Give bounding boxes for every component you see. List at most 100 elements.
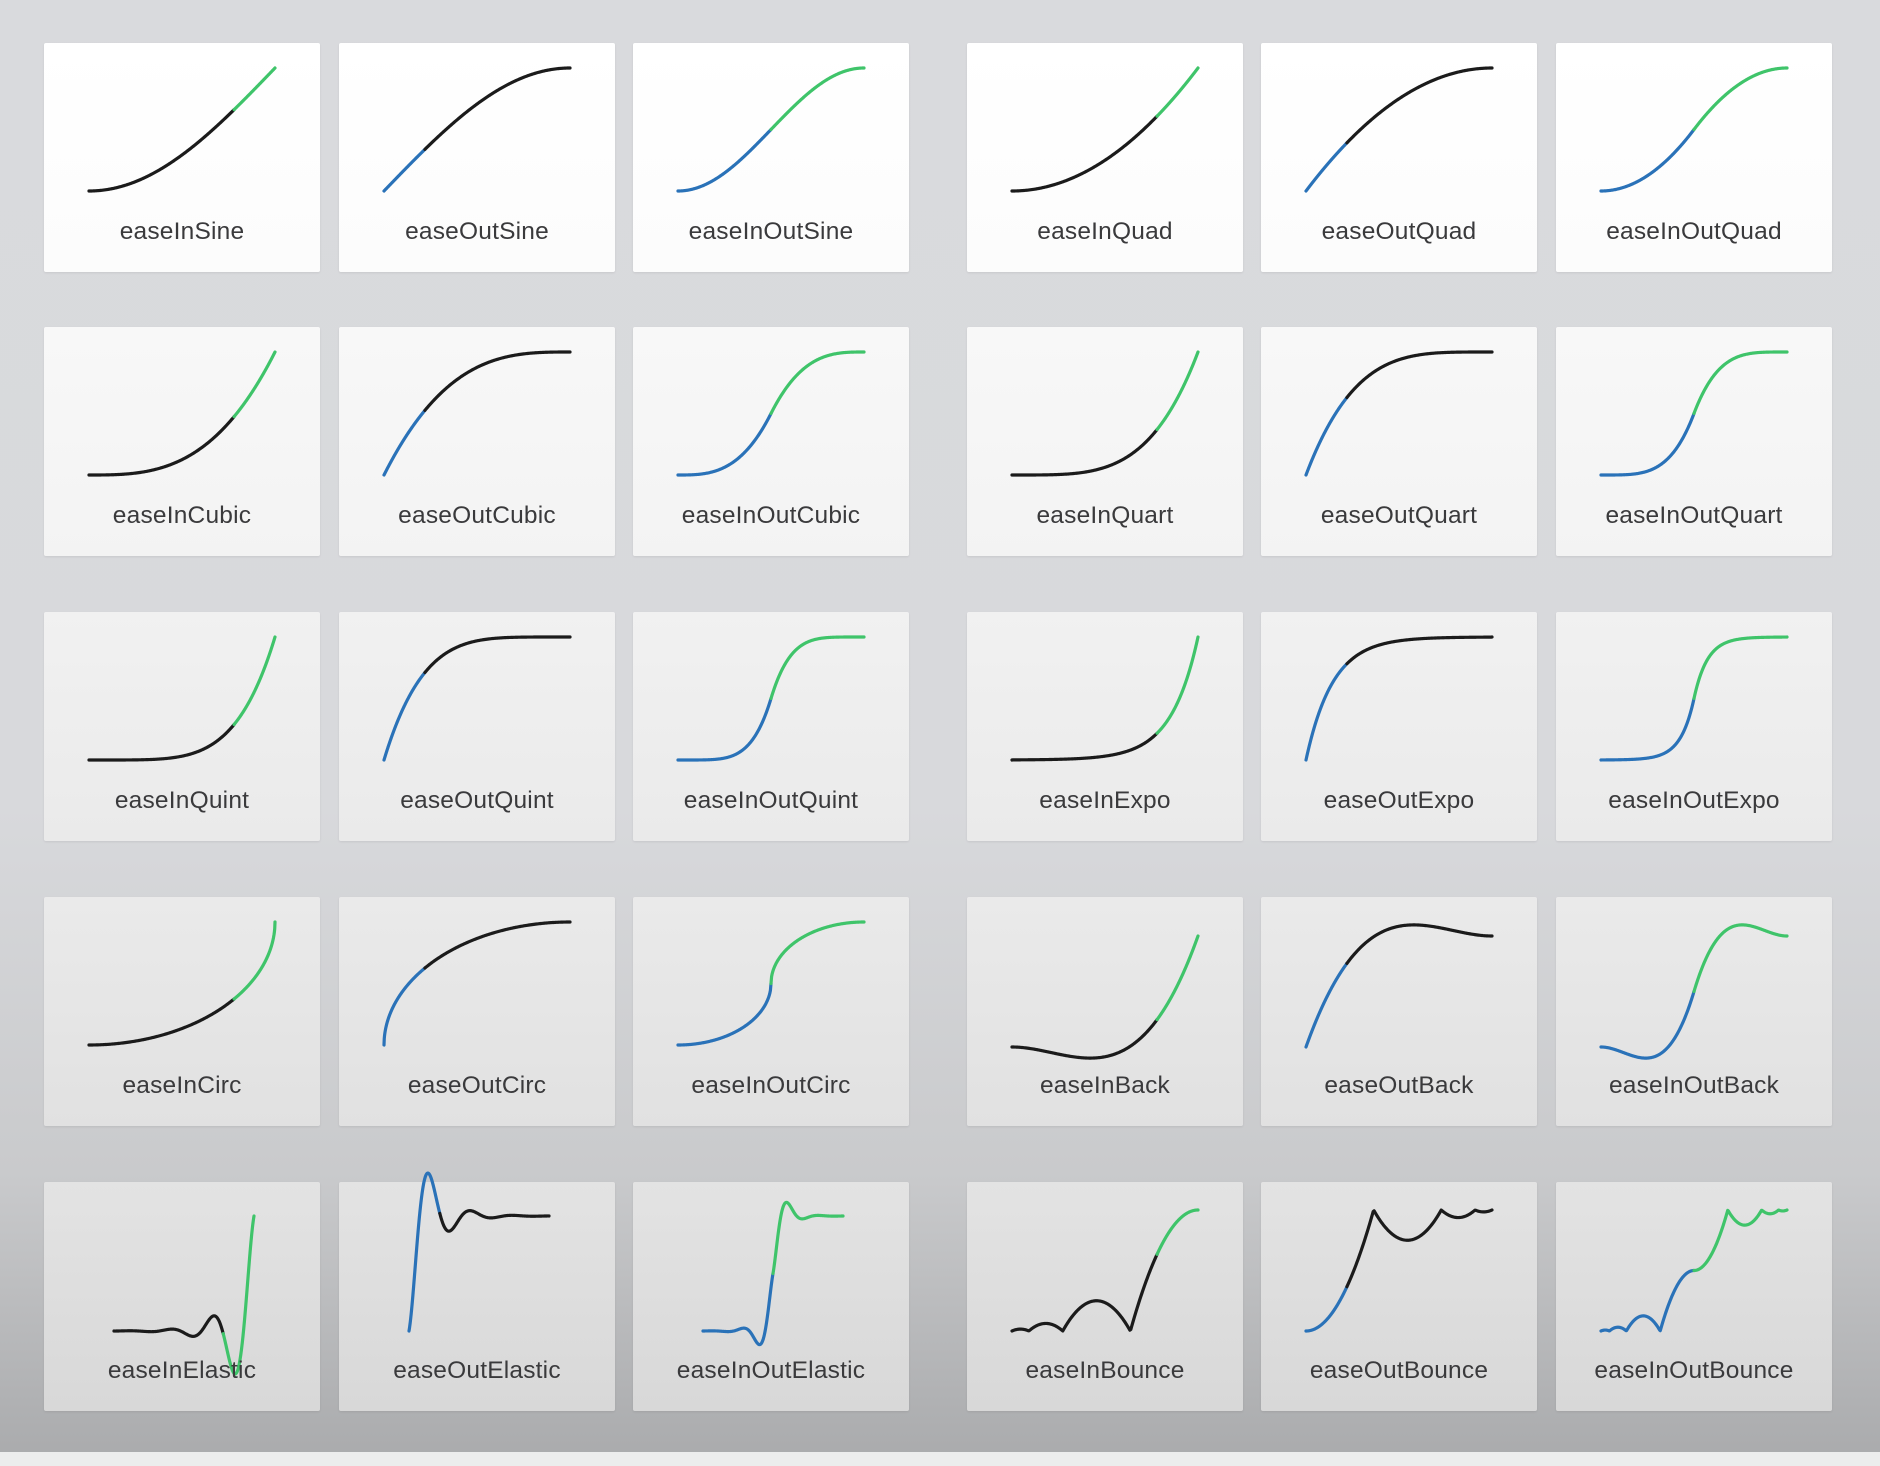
ease-out-segment: [1304, 961, 1349, 1049]
ease-in-segment: [771, 1200, 845, 1276]
ease-out-segment: [382, 966, 427, 1047]
curve-label: easeInExpo: [1039, 787, 1171, 814]
curve-plot: [1010, 635, 1200, 762]
ease-in-segment: [1692, 1208, 1789, 1273]
neutral-segment: [423, 635, 572, 675]
curve-label: easeInElastic: [107, 1357, 257, 1384]
ease-in-segment: [232, 635, 277, 727]
neutral-segment: [112, 1314, 225, 1338]
curve-card-ease-in-out-back: easeInOutBack: [1556, 897, 1832, 1126]
curve-card-ease-in-quad: easeInQuad: [967, 43, 1243, 272]
ease-in-segment: [221, 1214, 256, 1376]
neutral-segment: [438, 1209, 551, 1233]
ease-out-segment: [1304, 1285, 1349, 1333]
ease-in-segment: [232, 920, 277, 1001]
neutral-segment: [87, 722, 236, 762]
curve-plot: [1010, 934, 1200, 1060]
curve-plot: [1599, 635, 1789, 762]
ease-out-segment: [1599, 989, 1696, 1060]
curve-plot: [676, 635, 866, 762]
curve-plot: [1010, 350, 1200, 477]
curve-plot: [1599, 1208, 1789, 1333]
curve-card-ease-out-back: easeOutBack: [1261, 897, 1537, 1126]
ease-out-segment: [1304, 141, 1349, 193]
neutral-segment: [1345, 66, 1494, 145]
curve-label: easeInOutCubic: [681, 502, 861, 529]
curve-plot: [407, 1171, 551, 1333]
curve-card-ease-in-out-expo: easeInOutExpo: [1556, 612, 1832, 841]
ease-out-segment: [1599, 696, 1696, 762]
curve-plot: [382, 350, 572, 477]
curve-plot: [87, 920, 277, 1047]
ease-out-segment: [676, 127, 773, 193]
curve-card-ease-in-out-quint: easeInOutQuint: [633, 612, 909, 841]
curve-label: easeInBounce: [1025, 1357, 1185, 1384]
curve-card-ease-in-out-bounce: easeInOutBounce: [1556, 1182, 1832, 1411]
curve-label: easeInQuart: [1036, 502, 1174, 529]
curve-card-ease-out-quad: easeOutQuad: [1261, 43, 1537, 272]
ease-out-segment: [676, 981, 773, 1047]
ease-in-segment: [232, 66, 277, 112]
curve-plot: [382, 66, 572, 193]
curve-plot: [1304, 66, 1494, 193]
ease-out-segment: [1599, 127, 1696, 193]
neutral-segment: [423, 920, 572, 970]
curve-label: easeOutQuint: [400, 787, 554, 814]
curve-label: easeInOutQuad: [1606, 218, 1782, 245]
curve-card-ease-in-quint: easeInQuint: [44, 612, 320, 841]
neutral-segment: [1345, 350, 1494, 400]
ease-in-segment: [1692, 66, 1789, 132]
curve-plot: [87, 635, 277, 762]
neutral-segment: [87, 997, 236, 1047]
curve-card-ease-out-bounce: easeOutBounce: [1261, 1182, 1537, 1411]
neutral-segment: [1010, 731, 1159, 762]
curve-card-ease-out-sine: easeOutSine: [339, 43, 615, 272]
neutral-segment: [87, 108, 236, 193]
curve-plot: [676, 920, 866, 1047]
curve-label: easeInOutQuart: [1605, 502, 1783, 529]
curve-label: easeOutElastic: [393, 1357, 561, 1384]
ease-in-segment: [1155, 934, 1200, 1022]
curve-label: easeInCirc: [122, 1072, 242, 1099]
curve-plot: [382, 635, 572, 762]
curve-card-ease-out-quint: easeOutQuint: [339, 612, 615, 841]
curve-card-ease-in-back: easeInBack: [967, 897, 1243, 1126]
ease-in-segment: [232, 350, 277, 419]
ease-out-segment: [1599, 411, 1696, 477]
curve-label: easeInSine: [119, 218, 245, 245]
curve-label: easeInCubic: [112, 502, 252, 529]
curve-card-ease-in-out-cubic: easeInOutCubic: [633, 327, 909, 556]
curve-plot: [1304, 923, 1494, 1049]
ease-out-segment: [407, 1171, 442, 1333]
ease-in-segment: [769, 920, 866, 986]
curve-plot: [1304, 1208, 1494, 1333]
curve-label: easeInOutBack: [1608, 1072, 1780, 1099]
curve-label: easeOutExpo: [1323, 787, 1475, 814]
ease-in-segment: [1692, 350, 1789, 416]
ease-in-segment: [1155, 635, 1200, 735]
curve-card-ease-in-bounce: easeInBounce: [967, 1182, 1243, 1411]
ease-in-segment: [769, 66, 866, 132]
curve-label: easeOutQuart: [1320, 502, 1478, 529]
ease-out-segment: [1304, 395, 1349, 477]
ease-in-segment: [1155, 350, 1200, 432]
neutral-segment: [87, 415, 236, 477]
neutral-segment: [423, 66, 572, 151]
neutral-segment: [1010, 1252, 1159, 1333]
neutral-segment: [1345, 1208, 1494, 1289]
curve-label: easeOutSine: [405, 218, 549, 245]
ease-in-segment: [1692, 923, 1789, 994]
curve-plot: [1599, 923, 1789, 1060]
curve-label: easeOutBack: [1324, 1072, 1474, 1099]
curve-plot: [1599, 350, 1789, 477]
neutral-segment: [1345, 923, 1494, 965]
curve-label: easeInOutQuint: [683, 787, 859, 814]
curve-card-ease-out-elastic: easeOutElastic: [339, 1171, 615, 1411]
curve-label: easeInQuint: [114, 787, 250, 814]
curve-plot: [87, 350, 277, 477]
curve-card-ease-in-out-elastic: easeInOutElastic: [633, 1182, 909, 1411]
curve-plot: [701, 1200, 845, 1347]
curve-plot: [1010, 1208, 1200, 1333]
curve-card-ease-in-circ: easeInCirc: [44, 897, 320, 1126]
